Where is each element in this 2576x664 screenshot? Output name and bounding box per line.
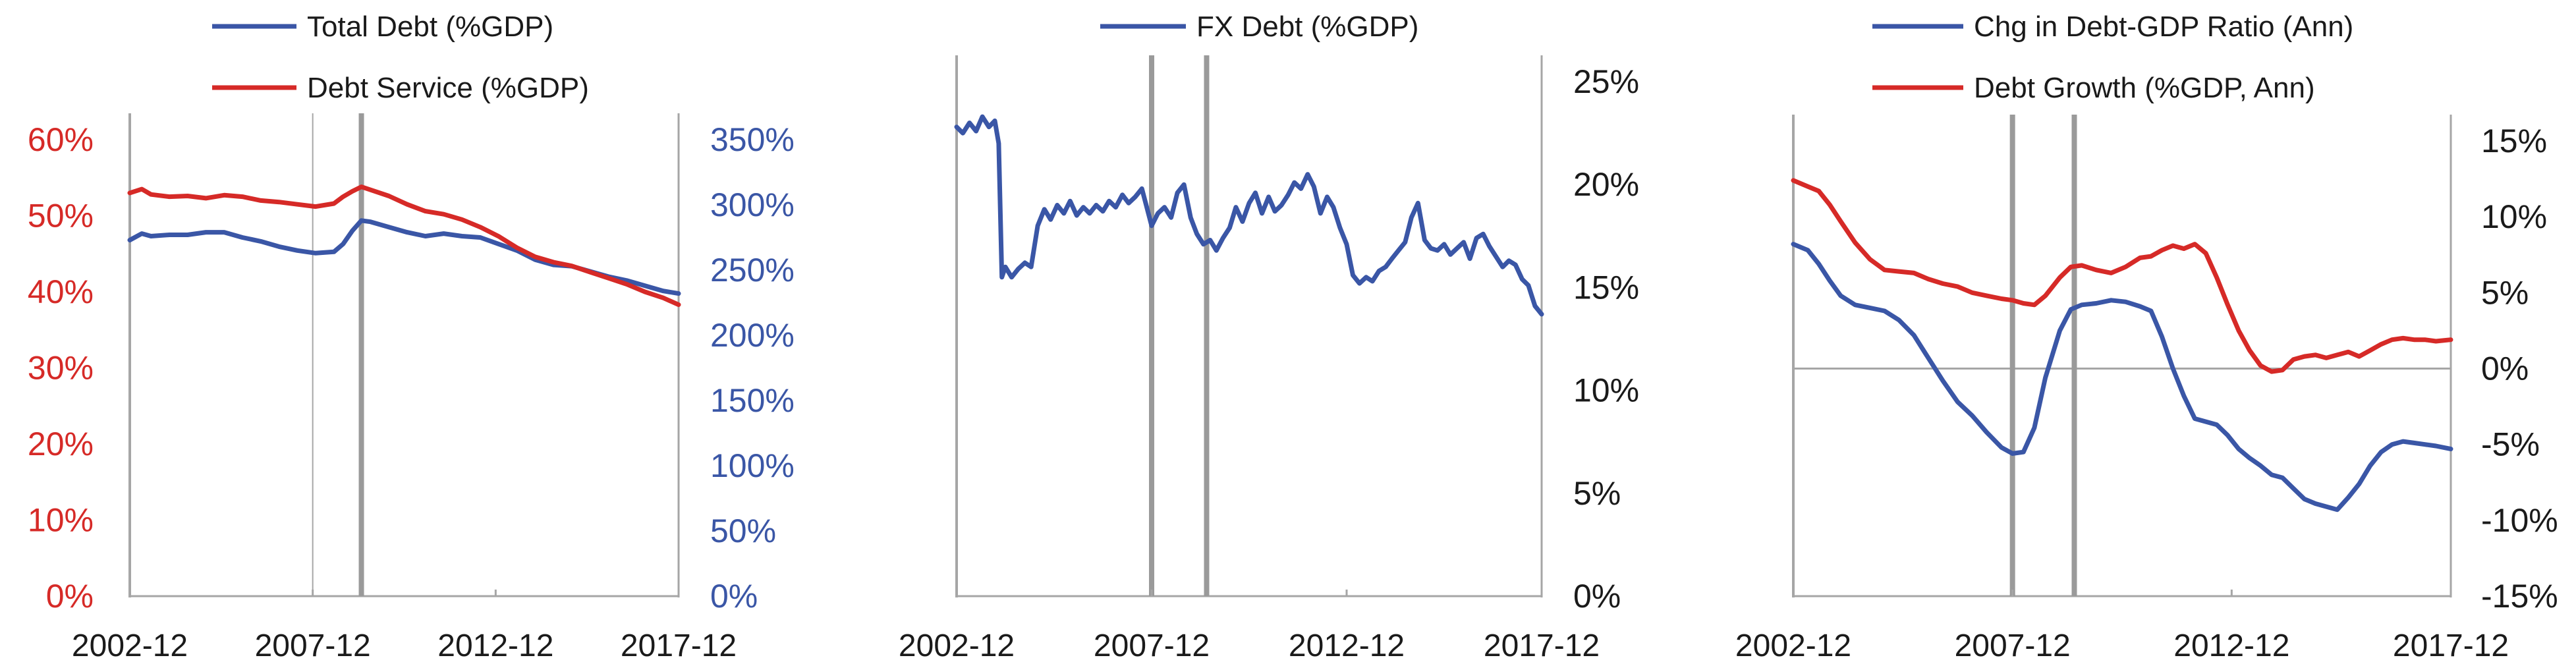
x-tick-label-3-3: 2012-12 — [2173, 628, 2289, 663]
series-line-1-1 — [127, 218, 681, 296]
series-line-2-1 — [954, 114, 1544, 317]
y-left-tick-1-1: 0% — [46, 578, 94, 615]
y-left-tick-1-5: 40% — [28, 273, 94, 310]
y-right-tick-3-3: -5% — [2481, 426, 2540, 463]
y-right-tick-3-5: 5% — [2481, 274, 2529, 311]
y-right-tick-1-6: 250% — [710, 252, 795, 289]
y-right-tick-3-1: -15% — [2481, 578, 2558, 615]
series-line-3-1 — [1791, 242, 2453, 512]
y-right-tick-3-4: 0% — [2481, 350, 2529, 387]
x-tick-label-2-2: 2007-12 — [1094, 628, 1210, 663]
y-right-tick-2-3: 10% — [1573, 372, 1639, 409]
y-right-tick-1-4: 150% — [710, 382, 795, 419]
legend-label-1-2: Debt Service (%GDP) — [307, 72, 589, 104]
y-left-tick-1-4: 30% — [28, 350, 94, 387]
x-tick-label-1-2: 2007-12 — [255, 628, 371, 663]
y-right-tick-1-3: 100% — [710, 447, 795, 484]
x-tick-label-2-4: 2017-12 — [1484, 628, 1600, 663]
y-right-tick-1-2: 50% — [710, 512, 776, 549]
y-left-tick-1-6: 50% — [28, 198, 94, 235]
y-left-tick-1-3: 20% — [28, 426, 94, 462]
y-right-tick-1-5: 200% — [710, 317, 795, 354]
y-right-tick-2-4: 15% — [1573, 269, 1639, 306]
y-right-tick-1-8: 350% — [710, 121, 795, 158]
y-right-tick-2-6: 25% — [1573, 63, 1639, 100]
y-left-tick-1-7: 60% — [28, 121, 94, 158]
legend-label-1-1: Total Debt (%GDP) — [307, 11, 553, 43]
y-right-tick-3-7: 15% — [2481, 123, 2547, 159]
x-tick-label-3-1: 2002-12 — [1735, 628, 1851, 663]
y-right-tick-2-2: 5% — [1573, 475, 1621, 512]
legend-label-3-1: Chg in Debt-GDP Ratio (Ann) — [1974, 11, 2353, 43]
legend-label-3-2: Debt Growth (%GDP, Ann) — [1974, 72, 2315, 104]
y-right-tick-2-1: 0% — [1573, 578, 1621, 615]
x-tick-label-2-3: 2012-12 — [1289, 628, 1405, 663]
x-tick-label-1-1: 2002-12 — [72, 628, 188, 663]
x-tick-label-3-2: 2007-12 — [1955, 628, 2071, 663]
x-tick-label-3-4: 2017-12 — [2393, 628, 2509, 663]
series-line-1-2 — [127, 184, 681, 308]
y-left-tick-1-2: 10% — [28, 502, 94, 539]
legend-label-2-1: FX Debt (%GDP) — [1196, 11, 1418, 43]
y-right-tick-3-6: 10% — [2481, 198, 2547, 235]
y-right-tick-1-1: 0% — [710, 578, 758, 615]
series-line-3-2 — [1791, 178, 2453, 374]
x-tick-label-1-3: 2012-12 — [437, 628, 553, 663]
y-right-tick-2-5: 20% — [1573, 166, 1639, 203]
y-right-tick-3-2: -10% — [2481, 502, 2558, 539]
y-right-tick-1-7: 300% — [710, 186, 795, 223]
x-tick-label-2-1: 2002-12 — [899, 628, 1015, 663]
x-tick-label-1-4: 2017-12 — [621, 628, 737, 663]
